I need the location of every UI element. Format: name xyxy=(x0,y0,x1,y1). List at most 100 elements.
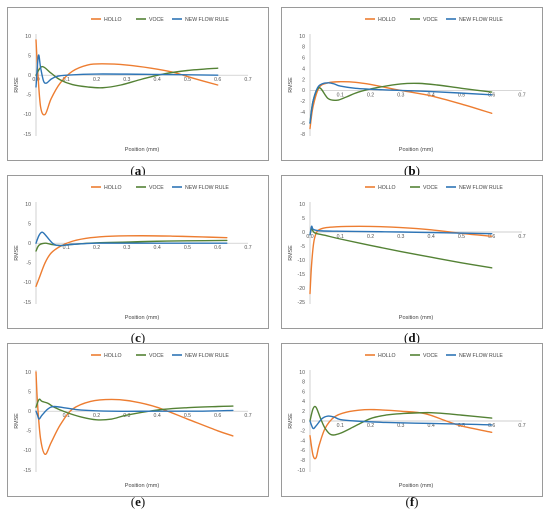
legend-item-new-flow-rule: NEW FLOW RULE xyxy=(446,17,503,23)
legend-item-voce: VOCE xyxy=(410,17,438,23)
series-line-new-flow-rule xyxy=(35,54,219,88)
y-tick-label: -20 xyxy=(298,286,306,292)
x-tick-label: 0.4 xyxy=(428,423,435,429)
chart-svg-c: HOLLO VOCE NEW FLOW RULE 10 5 0 -5 -10 -15 0.1 0.2… xyxy=(14,185,252,321)
x-tick-label: 0.4 xyxy=(428,234,435,240)
legend-label: NEW FLOW RULE xyxy=(459,185,503,191)
caption-f: (f) xyxy=(405,494,419,509)
series-line-voce xyxy=(35,398,234,421)
y-tick-label: -15 xyxy=(24,132,32,138)
caption-a: (a) xyxy=(130,163,146,178)
y-tick-label: 5 xyxy=(28,53,31,59)
x-tick-label: 0.2 xyxy=(93,413,100,419)
caption-letter: e xyxy=(135,494,141,509)
chart-panel-d: HOLLO VOCE NEW FLOW RULE 10 5 0 -5 -10 -15 -20 -25… xyxy=(281,175,543,329)
legend-label: HOLLO xyxy=(378,17,396,23)
series-line-new-flow-rule xyxy=(35,405,234,420)
y-tick-label: -15 xyxy=(24,300,32,306)
y-tick-label: 0 xyxy=(28,73,31,79)
chart-panel-a: HOLLO VOCE NEW FLOW RULE 10 5 0 -5 -10 -15 0.0 0.1… xyxy=(7,7,269,161)
legend-label: HOLLO xyxy=(378,185,396,191)
caption-c: (c) xyxy=(130,330,146,345)
y-tick-label: 0 xyxy=(28,241,31,247)
y-tick-label: 2 xyxy=(302,409,305,415)
legend-item-hollo: HOLLO xyxy=(365,185,396,191)
series-line-new-flow-rule xyxy=(309,225,493,236)
x-tick-label: 0.2 xyxy=(93,245,100,251)
y-tick-label: 6 xyxy=(302,56,305,62)
y-tick-label: -10 xyxy=(298,258,306,264)
x-tick-label: 0.1 xyxy=(63,245,70,251)
y-tick-label: 4 xyxy=(302,66,305,72)
legend-label: VOCE xyxy=(149,353,164,359)
x-tick-label: 0.2 xyxy=(367,234,374,240)
y-tick-label: 0 xyxy=(302,88,305,94)
legend-item-voce: VOCE xyxy=(136,185,164,191)
x-tick-label: 0.0 xyxy=(306,234,313,240)
y-axis-title: RMSE xyxy=(14,77,20,93)
x-tick-label: 0.1 xyxy=(337,234,344,240)
chart-svg-f: HOLLO VOCE NEW FLOW RULE 10 8 6 4 2 0 -2 -4 -6 -8 -10… xyxy=(288,353,526,489)
y-tick-label: -5 xyxy=(26,93,31,99)
series-line-hollo xyxy=(35,371,234,456)
x-tick-label: 0.3 xyxy=(397,423,404,429)
y-tick-label: -6 xyxy=(300,448,305,454)
y-tick-label: 4 xyxy=(302,399,305,405)
legend-label: VOCE xyxy=(423,185,438,191)
series-line-new-flow-rule xyxy=(35,231,228,247)
x-tick-label: 0.1 xyxy=(63,77,70,83)
y-tick-label: 8 xyxy=(302,380,305,386)
chart-panel-f: HOLLO VOCE NEW FLOW RULE 10 8 6 4 2 0 -2 -4 -6 -8 -10… xyxy=(281,343,543,497)
legend-item-hollo: HOLLO xyxy=(91,185,122,191)
y-tick-label: -25 xyxy=(298,300,306,306)
series-line-voce xyxy=(309,82,493,124)
x-tick-label: 0.4 xyxy=(154,245,161,251)
y-tick-label: 8 xyxy=(302,45,305,51)
y-tick-label: 0 xyxy=(302,230,305,236)
caption-letter: f xyxy=(409,494,415,509)
y-tick-label: 5 xyxy=(28,389,31,395)
y-axis-title: RMSE xyxy=(288,245,294,261)
legend-label: NEW FLOW RULE xyxy=(459,353,503,359)
x-axis-title: Position (mm) xyxy=(125,315,160,321)
x-tick-label: 0.5 xyxy=(458,92,465,98)
y-tick-label: 2 xyxy=(302,77,305,83)
y-tick-label: -15 xyxy=(298,272,306,278)
y-tick-label: -8 xyxy=(300,132,305,138)
series-line-voce xyxy=(35,65,219,89)
caption-d: (d) xyxy=(404,330,420,345)
y-tick-label: 10 xyxy=(25,370,31,376)
y-tick-label: -10 xyxy=(24,112,32,118)
caption-e: (e) xyxy=(130,494,146,509)
y-tick-label: 5 xyxy=(302,216,305,222)
y-tick-label: -15 xyxy=(24,468,32,474)
x-tick-label: 0.7 xyxy=(518,234,525,240)
y-tick-label: 10 xyxy=(25,34,31,40)
series-line-hollo xyxy=(309,81,493,130)
series-line-voce xyxy=(309,228,493,269)
x-tick-label: 0.6 xyxy=(214,77,221,83)
legend-item-hollo: HOLLO xyxy=(365,17,396,23)
chart-panel-c: HOLLO VOCE NEW FLOW RULE 10 5 0 -5 -10 -15 0.1 0.2… xyxy=(7,175,269,329)
x-tick-label: 0.3 xyxy=(397,92,404,98)
y-tick-label: -6 xyxy=(300,121,305,127)
x-tick-label: 0.3 xyxy=(123,413,130,419)
x-tick-label: 0.5 xyxy=(184,413,191,419)
x-tick-label: 0.4 xyxy=(154,413,161,419)
series-line-new-flow-rule xyxy=(309,82,493,124)
x-tick-label: 0.5 xyxy=(184,77,191,83)
chart-panel-e: HOLLO VOCE NEW FLOW RULE 10 5 0 -5 -10 -15 0.1 0.2… xyxy=(7,343,269,497)
series-line-hollo xyxy=(309,408,493,460)
x-tick-label: 0.3 xyxy=(397,234,404,240)
chart-panel-b: HOLLO VOCE NEW FLOW RULE 10 8 6 4 2 0 -2 -4 -6 -8 0.1… xyxy=(281,7,543,161)
x-tick-label: 0.7 xyxy=(244,245,251,251)
legend-item-new-flow-rule: NEW FLOW RULE xyxy=(172,185,229,191)
legend-item-hollo: HOLLO xyxy=(365,353,396,359)
legend-label: VOCE xyxy=(149,185,164,191)
series-line-hollo xyxy=(309,225,493,295)
x-tick-label: 0.1 xyxy=(337,423,344,429)
legend-label: VOCE xyxy=(423,353,438,359)
y-tick-label: -10 xyxy=(24,280,32,286)
